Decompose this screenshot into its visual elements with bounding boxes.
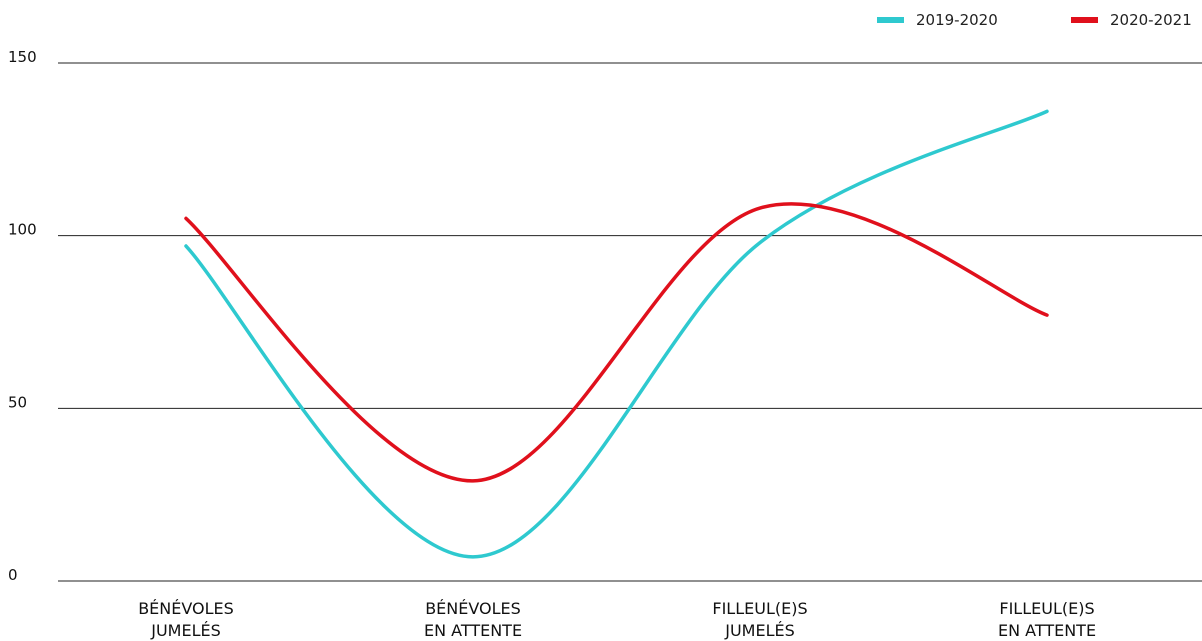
y-tick-label: 150	[8, 48, 37, 66]
x-category-label-line: BÉNÉVOLES	[425, 599, 521, 618]
legend: 2019-2020 2020-2021	[877, 11, 1192, 29]
x-category-label-line: EN ATTENTE	[424, 621, 522, 640]
legend-label: 2020-2021	[1110, 11, 1192, 29]
x-category-label-line: JUMELÉS	[724, 621, 795, 640]
y-tick-label: 100	[8, 221, 37, 239]
x-category-label-line: EN ATTENTE	[998, 621, 1096, 640]
y-tick-label: 50	[8, 393, 27, 411]
x-category-label: FILLEUL(E)S JUMELÉS	[712, 599, 807, 640]
x-category-label: BÉNÉVOLES EN ATTENTE	[424, 599, 522, 640]
legend-label: 2019-2020	[916, 11, 998, 29]
y-axis-ticks: 0 50 100 150	[8, 48, 37, 584]
x-category-label: BÉNÉVOLES JUMELÉS	[138, 599, 234, 640]
series-line-2020-2021	[184, 202, 1049, 483]
x-category-label: FILLEUL(E)S EN ATTENTE	[998, 599, 1096, 640]
x-category-label-line: JUMELÉS	[150, 621, 221, 640]
x-category-label-line: FILLEUL(E)S	[999, 599, 1094, 618]
series-lines	[184, 109, 1049, 559]
legend-swatch	[877, 17, 904, 23]
gridlines	[58, 62, 1202, 582]
x-category-label-line: FILLEUL(E)S	[712, 599, 807, 618]
legend-swatch	[1071, 17, 1098, 23]
x-category-label-line: BÉNÉVOLES	[138, 599, 234, 618]
series-line-2019-2020	[184, 109, 1049, 559]
y-tick-label: 0	[8, 566, 18, 584]
